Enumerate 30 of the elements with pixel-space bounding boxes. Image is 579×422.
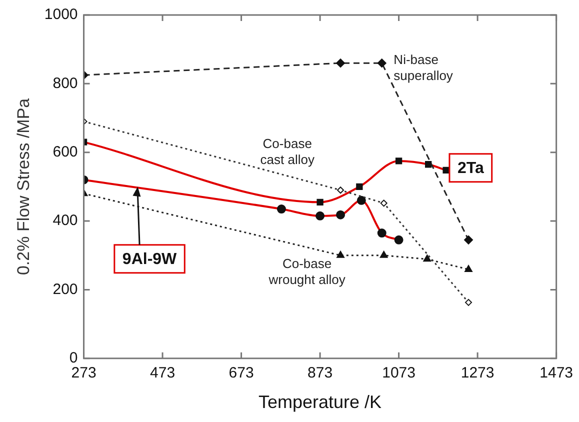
x-tick-label: 473 xyxy=(150,364,176,382)
point xyxy=(377,58,386,68)
y-tick-label: 1000 xyxy=(44,6,78,24)
y-tick-label: 600 xyxy=(52,144,78,160)
x-axis-title: Temperature /K xyxy=(258,392,382,412)
series-label: 2Ta xyxy=(457,160,484,178)
series-label: Co-base cast alloy xyxy=(260,136,315,167)
y-tick-label: 800 xyxy=(52,74,78,92)
point xyxy=(464,264,472,272)
x-tick-label: 873 xyxy=(308,364,333,382)
point xyxy=(336,250,344,258)
point xyxy=(465,298,472,306)
point xyxy=(380,250,388,258)
point xyxy=(423,254,432,262)
x-tick-label: 1473 xyxy=(540,364,574,382)
series-label: Ni-base superalloy xyxy=(394,52,454,83)
x-tick-label: 273 xyxy=(71,364,96,382)
point xyxy=(380,200,388,207)
point xyxy=(337,186,344,194)
point xyxy=(336,58,346,68)
y-tick-label: 400 xyxy=(52,212,78,230)
x-tick-label: 1273 xyxy=(460,364,494,382)
x-tick-label: 673 xyxy=(228,364,254,382)
y-axis-title: 0.2% Flow Stress /MPa xyxy=(14,98,33,276)
series-label: Co-base wrought alloy xyxy=(268,256,346,288)
point xyxy=(464,235,473,244)
y-tick-label: 0 xyxy=(69,350,78,367)
y-tick-label: 200 xyxy=(52,280,78,298)
x-tick-label: 1073 xyxy=(382,364,416,382)
text: 9Al-9W xyxy=(122,251,178,268)
